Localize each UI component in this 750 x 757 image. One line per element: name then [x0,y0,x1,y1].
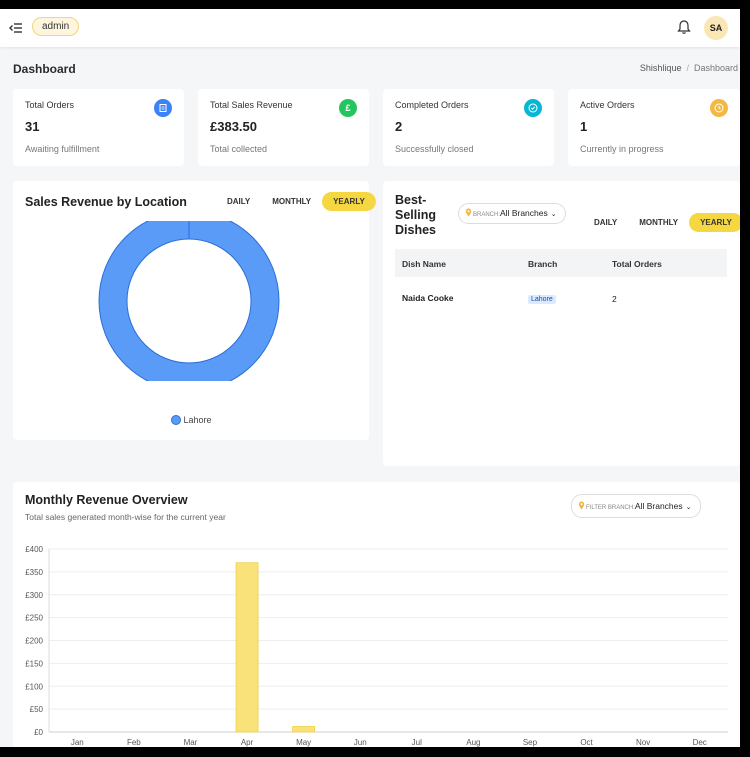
cell-dish: Naida Cooke [402,293,454,303]
x-tick-label: Mar [184,738,198,747]
select-value: All Branches [634,501,683,511]
y-tick-label: £150 [25,659,43,668]
bar-apr[interactable] [235,562,259,733]
x-tick-label: Oct [580,738,593,747]
cell-orders: 2 [612,294,617,304]
avatar[interactable]: SA [704,16,728,40]
location-pin-icon [465,208,472,217]
x-tick-label: Nov [636,738,650,747]
period-yearly[interactable]: YEARLY [322,192,376,211]
chart-legend: Lahore [171,415,212,425]
legend-swatch [171,415,181,425]
period-daily[interactable]: DAILY [594,218,618,227]
y-tick-label: £200 [25,637,43,646]
select-prefix: FILTER BRANCH: [586,505,635,511]
app-frame: admin SA Dashboard Shishlique / Dashboard … [0,9,740,747]
card-title: Sales Revenue by Location [25,195,187,209]
chevron-down-icon: ⌄ [550,211,557,218]
stat-subtext: Awaiting fulfillment [25,144,100,154]
stat-subtext: Successfully closed [395,144,474,154]
pound-icon: £ [339,99,357,117]
x-tick-label: Jul [412,738,422,747]
x-tick-label: Sep [523,738,538,747]
y-tick-label: £100 [25,682,43,691]
clock-icon [710,99,728,117]
column-header-branch: Branch [528,259,558,269]
period-monthly[interactable]: MONTHLY [272,197,312,206]
breadcrumb-separator: / [686,63,689,73]
stat-label: Total Sales Revenue [210,100,293,110]
best-selling-dishes-card: Best- Selling Dishes BRANCH:All Branches… [383,181,740,466]
stat-card-total-orders: Total Orders 31 Awaiting fulfillment [13,89,184,166]
bell-icon[interactable] [677,19,691,35]
page-title: Dashboard [13,62,76,76]
period-daily[interactable]: DAILY [227,197,251,206]
y-tick-label: £400 [25,545,43,554]
stat-subtext: Currently in progress [580,144,664,154]
stat-subtext: Total collected [210,144,268,154]
x-tick-label: Feb [127,738,141,747]
card-title: Monthly Revenue Overview [25,493,188,507]
period-toggle: DAILY MONTHLY YEARLY [583,213,740,232]
x-tick-label: Dec [693,738,707,747]
branch-select[interactable]: BRANCH:All Branches ⌄ [458,203,566,224]
title-line: Best- [395,193,427,207]
y-tick-label: £350 [25,568,43,577]
x-tick-label: Apr [241,738,254,747]
select-value: All Branches [500,208,548,218]
stat-label: Total Orders [25,100,75,110]
title-line: Dishes [395,223,436,237]
sales-by-location-card: Sales Revenue by Location DAILY MONTHLY … [13,181,376,440]
y-tick-label: £300 [25,591,43,600]
stat-value: 2 [395,119,403,134]
y-tick-label: £0 [34,728,43,737]
period-toggle: DAILY MONTHLY YEARLY [216,192,376,211]
stat-value: 31 [25,119,40,134]
monthly-revenue-card: Monthly Revenue Overview Total sales gen… [13,482,740,747]
collapse-menu-icon[interactable] [9,21,23,35]
orders-icon [154,99,172,117]
column-header-dish: Dish Name [402,259,446,269]
location-pin-icon [578,501,585,510]
x-tick-label: Jun [354,738,367,747]
location-donut-chart [98,221,280,381]
stat-card-completed-orders: Completed Orders 2 Successfully closed [383,89,554,166]
branch-tag: Lahore [528,295,556,304]
card-title: Best- Selling Dishes [395,193,436,238]
check-circle-icon [524,99,542,117]
stat-label: Completed Orders [395,100,469,110]
stat-value: 1 [580,119,588,134]
top-bar: admin SA [0,9,740,47]
period-yearly[interactable]: YEARLY [689,213,740,232]
filter-branch-select[interactable]: FILTER BRANCH:All Branches ⌄ [571,494,701,518]
donut-slice-lahore[interactable] [98,221,280,381]
role-badge[interactable]: admin [32,17,80,36]
stat-card-active-orders: Active Orders 1 Currently in progress [568,89,740,166]
card-subtitle: Total sales generated month-wise for the… [25,512,226,522]
bar-may[interactable] [292,726,316,733]
legend-label: Lahore [183,415,212,425]
period-monthly[interactable]: MONTHLY [639,218,679,227]
breadcrumb-home-link[interactable]: Shishlique [639,63,682,73]
column-header-orders: Total Orders [612,259,662,269]
stat-label: Active Orders [580,100,635,110]
x-tick-label: Aug [466,738,480,747]
title-line: Selling [395,208,436,222]
y-tick-label: £250 [25,614,43,623]
stat-card-total-sales-revenue: Total Sales Revenue £383.50 Total collec… [198,89,369,166]
x-tick-label: May [296,738,311,747]
chevron-down-icon: ⌄ [685,504,692,511]
monthly-revenue-bar-chart: £0 £50 £100 £150 £200 £250 £300 £350 £400 Jan Feb M… [25,545,728,747]
breadcrumb-current: Dashboard [693,63,738,73]
breadcrumb: Shishlique / Dashboard [640,63,738,73]
y-tick-label: £50 [30,705,44,714]
x-tick-label: Jan [71,738,84,747]
stat-value: £383.50 [210,119,257,134]
select-prefix: BRANCH: [473,212,501,218]
table-header: Dish Name Branch Total Orders [395,249,727,277]
